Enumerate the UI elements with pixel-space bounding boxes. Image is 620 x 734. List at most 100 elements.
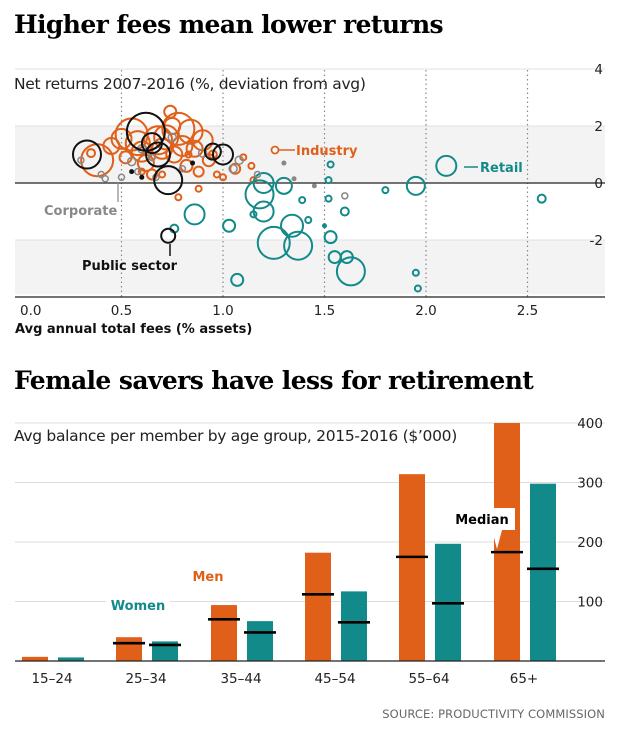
corporate-point <box>77 156 85 164</box>
public-sector-point <box>190 160 196 166</box>
y-tick-label: 4 <box>594 62 603 78</box>
retail-point <box>298 196 307 205</box>
men-bar <box>399 474 425 661</box>
x-tick-label: 0.0 <box>20 303 41 319</box>
public-sector-label: Public sector <box>82 259 178 274</box>
corporate-point <box>117 173 126 182</box>
retail-point <box>230 272 245 287</box>
x-tick-label: 1.0 <box>212 303 233 319</box>
industry-point <box>247 161 256 170</box>
x-tick-label: 0.5 <box>111 303 132 319</box>
retail-point <box>335 256 366 287</box>
y-tick-label: 0 <box>594 176 603 192</box>
corporate-point <box>148 153 156 162</box>
women-label: Women <box>111 599 165 614</box>
men-bar <box>22 656 48 661</box>
retail-point <box>322 223 327 229</box>
corporate-point <box>341 192 349 200</box>
industry-point <box>110 127 133 150</box>
chart-1-subtitle: Net returns 2007-2016 (%, deviation from… <box>14 75 366 93</box>
men-bar <box>116 637 142 661</box>
chart-2-subtitle: Avg balance per member by age group, 201… <box>14 427 457 445</box>
men-label-pointer <box>217 587 227 603</box>
industry-point <box>161 111 196 146</box>
retail-point <box>413 284 422 293</box>
corporate-point <box>311 183 317 189</box>
category-label: 45–54 <box>314 671 355 687</box>
retail-point <box>222 218 237 233</box>
retail-point <box>411 268 420 277</box>
y-tick-label: -2 <box>590 233 603 249</box>
corporate-point <box>197 148 208 158</box>
corporate-point <box>126 156 137 167</box>
bar-y-tick-label: 300 <box>577 476 603 492</box>
bar-y-tick-label: 100 <box>577 595 603 611</box>
public-sector-point <box>160 227 177 244</box>
retail-point <box>381 186 390 195</box>
industry-point <box>219 173 227 182</box>
retail-point <box>252 200 275 223</box>
corporate-label: Corporate <box>44 204 118 219</box>
corporate-point <box>253 170 262 179</box>
women-bar <box>530 483 556 661</box>
women-bar <box>58 657 84 661</box>
category-label: 25–34 <box>125 671 166 687</box>
source-note: SOURCE: PRODUCTIVITY COMMISSION <box>382 707 605 721</box>
industry-label-marker <box>270 145 280 155</box>
x-tick-label: 2.0 <box>415 303 436 319</box>
industry-point <box>86 148 97 159</box>
bar-y-tick-label: 200 <box>577 535 603 551</box>
retail-point <box>244 179 275 210</box>
public-sector-point <box>129 169 135 175</box>
industry-point <box>174 193 183 202</box>
women-label-pointer <box>155 616 165 631</box>
retail-point <box>256 225 291 260</box>
corporate-point <box>234 155 244 165</box>
x-tick-label: 2.5 <box>517 303 538 319</box>
women-bar <box>247 621 273 661</box>
men-bar <box>211 605 237 661</box>
retail-point <box>274 176 293 195</box>
women-label-box <box>106 594 170 616</box>
industry-point <box>137 167 146 176</box>
public-sector-point <box>71 139 102 170</box>
retail-point <box>536 193 547 204</box>
category-label: 15–24 <box>31 671 72 687</box>
public-sector-point <box>203 142 222 161</box>
industry-point <box>171 134 194 157</box>
band-lower <box>15 240 605 295</box>
category-label: 55–64 <box>408 671 449 687</box>
industry-point <box>191 129 214 152</box>
x-axis-title: Avg annual total fees (% assets) <box>15 322 252 337</box>
public-sector-point <box>139 174 145 180</box>
women-bar <box>341 591 367 661</box>
retail-point <box>405 175 426 196</box>
bar-y-tick-label: 400 <box>577 416 603 432</box>
retail-point <box>326 160 335 169</box>
retail-label: Retail <box>480 161 523 176</box>
category-label: 65+ <box>510 671 539 687</box>
corporate-point <box>167 132 177 143</box>
median-label-pointer <box>492 530 502 549</box>
retail-point <box>283 230 314 261</box>
industry-label: Industry <box>296 144 358 159</box>
industry-point <box>184 150 193 159</box>
industry-point <box>192 165 205 178</box>
men-bar <box>305 552 331 661</box>
retail-point <box>280 213 305 238</box>
chart-2-title: Female savers have less for retirement <box>14 366 534 395</box>
retail-point <box>252 172 275 194</box>
women-bar <box>152 641 178 661</box>
corporate-point <box>97 170 105 179</box>
x-tick-label: 1.5 <box>314 303 335 319</box>
retail-point <box>304 216 313 225</box>
industry-point <box>229 162 242 175</box>
median-label-box <box>449 508 515 530</box>
industry-point <box>212 170 221 179</box>
corporate-point <box>228 164 238 174</box>
chart-1-title: Higher fees mean lower returns <box>14 10 444 39</box>
men-label: Men <box>192 570 223 585</box>
men-label-box <box>187 565 229 587</box>
median-label: Median <box>455 513 509 528</box>
public-sector-point <box>212 143 234 166</box>
